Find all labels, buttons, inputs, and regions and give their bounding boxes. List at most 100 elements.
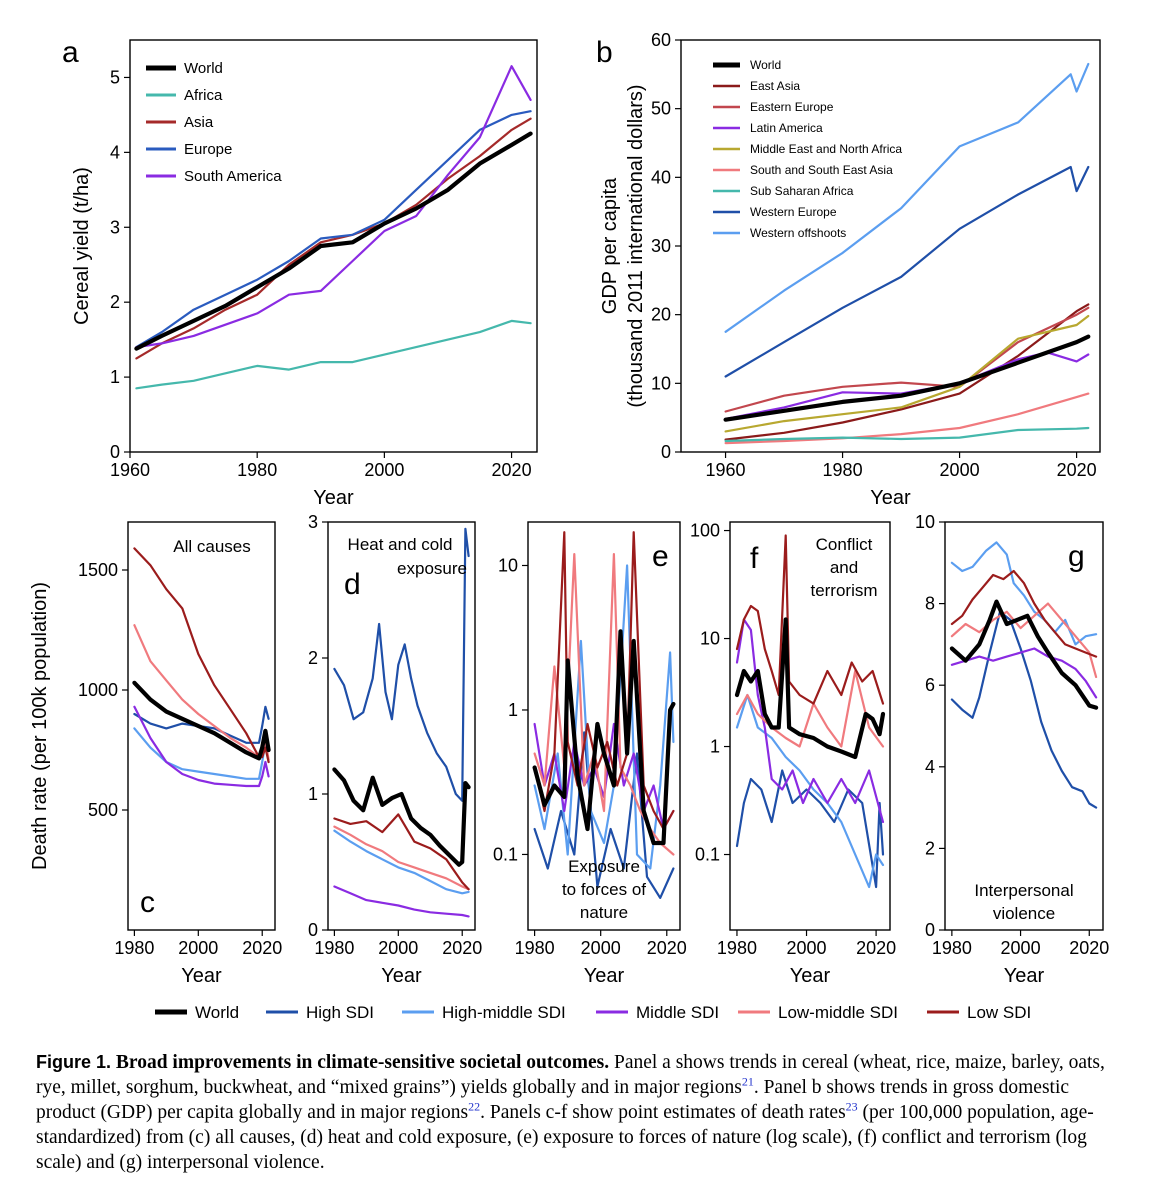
y-tick-label: 0 <box>308 920 318 940</box>
x-axis-label: Year <box>870 487 911 509</box>
x-tick-label: 2000 <box>581 938 621 958</box>
figure-caption: Figure 1. Broad improvements in climate-… <box>36 1050 1126 1175</box>
panel-d-axes-box <box>327 521 476 931</box>
x-tick-label: 1980 <box>114 938 154 958</box>
series-line-europe <box>135 110 532 349</box>
x-tick-label: 2020 <box>647 938 687 958</box>
x-tick-label: 1980 <box>932 938 972 958</box>
x-tick-label: 2000 <box>378 938 418 958</box>
caption-ref-23[interactable]: 23 <box>845 1099 858 1114</box>
y-axis-label-b: GDP per capita <box>599 177 621 314</box>
series-line-low-sdi <box>133 547 270 764</box>
panel-label-c: c <box>140 886 155 919</box>
y-tick-label: 0 <box>661 442 671 462</box>
x-tick-label: 2000 <box>178 938 218 958</box>
panel-b-axes-box <box>680 39 1101 453</box>
caption-part-1: Panel a shows trends in cereal (wheat, r… <box>36 1052 1105 1098</box>
x-tick-label: 2020 <box>442 938 482 958</box>
caption-ref-21[interactable]: 21 <box>741 1074 754 1089</box>
legend-a-label: Europe <box>184 141 232 158</box>
series-line-south-and-south-east-asia <box>724 392 1090 445</box>
series-line-high-sdi <box>533 731 675 900</box>
caption-part-4: (per 100,000 population, age-standardize… <box>36 1102 1094 1173</box>
panel-c: 1980 2000 2020 500 1000 1500 Year <box>78 521 282 987</box>
legend-bottom-label: Low SDI <box>967 1003 1031 1022</box>
y-tick-label: 4 <box>925 757 935 777</box>
y-tick-label: 0.1 <box>493 844 518 864</box>
series-line-high-middle-sdi <box>333 829 470 895</box>
series-line-low-sdi <box>333 813 470 891</box>
panel-a: 1960 1980 2000 2020 0 1 2 3 4 5 Year <box>110 39 538 509</box>
legend-b-label: World <box>750 58 781 72</box>
y-tick-label: 1 <box>508 700 518 720</box>
x-tick-label: 2020 <box>1069 938 1109 958</box>
y-tick-label: 1500 <box>78 560 118 580</box>
series-line-asia <box>135 117 532 360</box>
y-tick-label: 1 <box>308 784 318 804</box>
panel-a-axes-box <box>129 39 538 453</box>
y-tick-label: 6 <box>925 675 935 695</box>
y-tick-label: 1000 <box>78 680 118 700</box>
legend-b-label: East Asia <box>750 79 800 93</box>
series-line-world <box>532 629 676 846</box>
panel-label-f: f <box>750 542 759 575</box>
series-line-world <box>134 131 533 351</box>
y-tick-label: 20 <box>651 305 671 325</box>
panel-g-title-line2: violence <box>993 904 1055 923</box>
y-axis-label-a: Cereal yield (t/ha) <box>71 167 93 325</box>
x-tick-label: 1980 <box>823 460 863 480</box>
legend-b-label: Eastern Europe <box>750 100 834 114</box>
series-line-high-middle-sdi <box>950 541 1098 646</box>
x-tick-label: 2020 <box>242 938 282 958</box>
x-tick-label: 1960 <box>706 460 746 480</box>
x-tick-label: 1960 <box>110 460 150 480</box>
legend-a-label: World <box>184 60 223 77</box>
series-line-high-sdi <box>950 610 1098 809</box>
y-tick-label: 10 <box>651 373 671 393</box>
panel-b: 1960 1980 2000 2020 0 10 20 30 40 50 60 Year <box>651 30 1101 509</box>
y-tick-label: 3 <box>308 512 318 532</box>
caption-ref-22[interactable]: 22 <box>468 1099 481 1114</box>
x-tick-label: 2020 <box>492 460 532 480</box>
y-axis-label-b-line2: (thousand 2011 international dollars) <box>625 84 647 407</box>
series-line-eastern-europe <box>724 306 1090 413</box>
legend-b-label: Latin America <box>750 121 823 135</box>
legend-b-label: Western Europe <box>750 205 837 219</box>
series-line-high-middle-sdi <box>533 564 675 870</box>
series-line-high-sdi <box>735 769 885 889</box>
panel-g: 1980 2000 2020 0 2 4 6 8 10 Year <box>915 512 1109 987</box>
series-line-world <box>332 767 471 867</box>
series-line-middle-sdi <box>735 618 885 824</box>
x-tick-label: 2000 <box>364 460 404 480</box>
legend-bottom-label: Middle SDI <box>636 1003 719 1022</box>
series-line-world <box>132 680 271 761</box>
caption-title: Broad improvements in climate-sensitive … <box>115 1052 610 1073</box>
x-tick-label: 2000 <box>786 938 826 958</box>
y-tick-label: 40 <box>651 167 671 187</box>
panel-label-e: e <box>652 540 669 573</box>
x-tick-label: 1980 <box>314 938 354 958</box>
x-tick-label: 2000 <box>940 460 980 480</box>
panel-e-title-line3: nature <box>580 903 628 922</box>
series-line-middle-sdi <box>133 705 270 788</box>
y-tick-label: 4 <box>110 142 120 162</box>
y-tick-label: 60 <box>651 30 671 50</box>
caption-part-3: . Panels c-f show point estimates of dea… <box>480 1102 846 1123</box>
x-tick-label: 2000 <box>1001 938 1041 958</box>
legend-bottom-label: World <box>195 1003 239 1022</box>
series-line-africa <box>135 319 532 390</box>
panel-e-title-line1: Exposure <box>568 857 640 876</box>
panel-f-title-line3: terrorism <box>810 581 877 600</box>
x-tick-label: 2020 <box>856 938 896 958</box>
y-axis-label-c: Death rate (per 100k population) <box>29 582 51 870</box>
series-line-middle-sdi <box>950 647 1098 699</box>
series-line-sub-saharan-africa <box>724 426 1090 443</box>
legend-bottom-label: High-middle SDI <box>442 1003 566 1022</box>
series-line-low-middle-sdi <box>950 602 1098 679</box>
panel-c-axes-box <box>127 521 276 931</box>
legend-b-label: Middle East and North Africa <box>750 142 902 156</box>
caption-figure-label: Figure 1. <box>36 1052 112 1072</box>
panel-label-a: a <box>62 36 79 69</box>
legend-a-label: Asia <box>184 114 214 131</box>
